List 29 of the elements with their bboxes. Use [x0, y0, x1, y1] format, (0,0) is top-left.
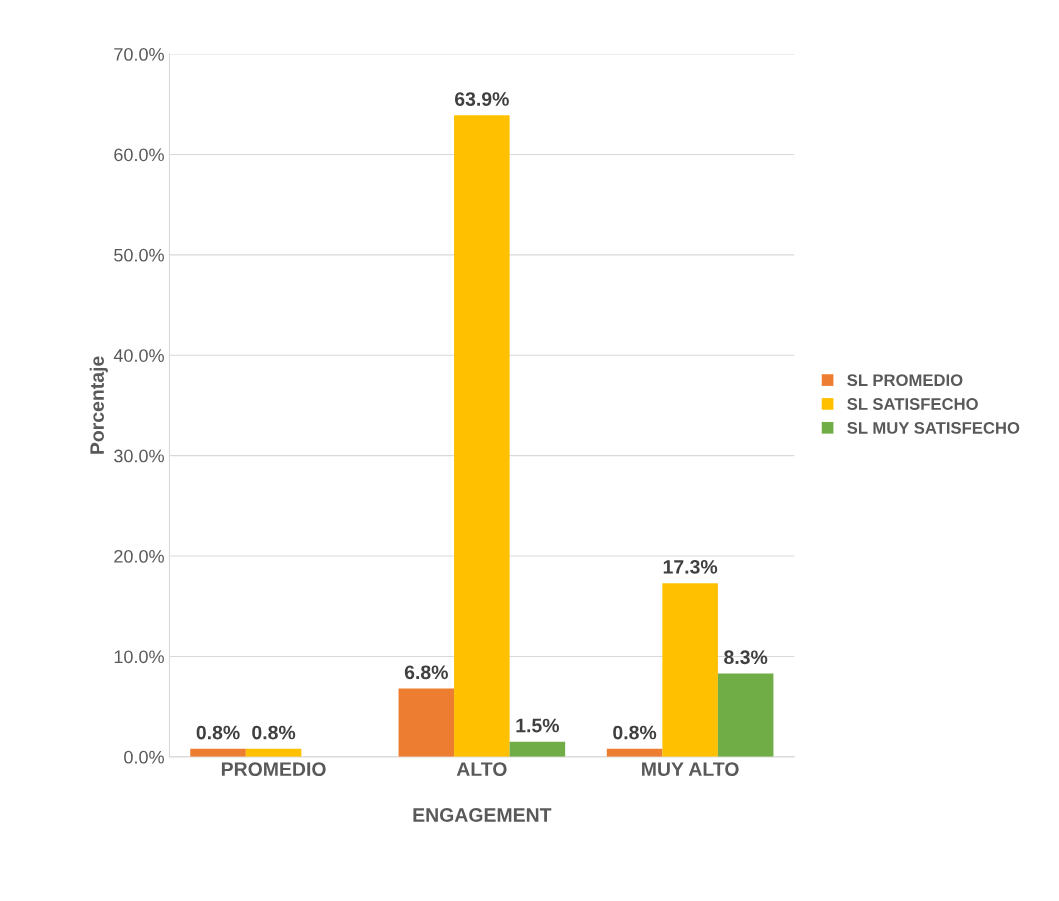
x-tick-label: ALTO	[456, 762, 507, 776]
y-axis-title: Porcentaje	[89, 356, 108, 454]
data-label: 0.8%	[196, 725, 240, 740]
y-tick-label: 10.0%	[114, 650, 164, 664]
y-tick-label: 20.0%	[114, 549, 164, 563]
legend-label: SL PROMEDIO	[847, 374, 963, 387]
y-tick-label: 0.0%	[124, 750, 164, 764]
y-tick-label: 60.0%	[114, 148, 164, 162]
y-tick-label: 50.0%	[114, 248, 164, 262]
bar	[662, 583, 718, 757]
x-tick-label: MUY ALTO	[642, 762, 739, 776]
data-label: 1.5%	[516, 718, 560, 733]
bar	[454, 115, 510, 757]
legend-label: SL SATISFECHO	[847, 398, 978, 410]
data-label: 6.8%	[404, 665, 448, 680]
data-label: 63.9%	[454, 92, 509, 106]
y-tick-label: 70.0%	[114, 47, 164, 61]
data-label: 0.8%	[252, 725, 296, 740]
y-tick-label: 40.0%	[113, 349, 164, 362]
data-label: 8.3%	[724, 650, 768, 665]
legend-label: SL MUY SATISFECHO	[847, 421, 1020, 434]
bar	[509, 741, 566, 757]
data-label: 0.8%	[613, 725, 657, 740]
y-tick-label: 30.0%	[114, 449, 164, 463]
x-axis-title: ENGAGEMENT	[413, 808, 552, 822]
x-tick-label: PROMEDIO	[221, 762, 326, 776]
bar	[717, 673, 774, 757]
data-label: 17.3%	[663, 559, 718, 574]
bar	[398, 688, 455, 757]
